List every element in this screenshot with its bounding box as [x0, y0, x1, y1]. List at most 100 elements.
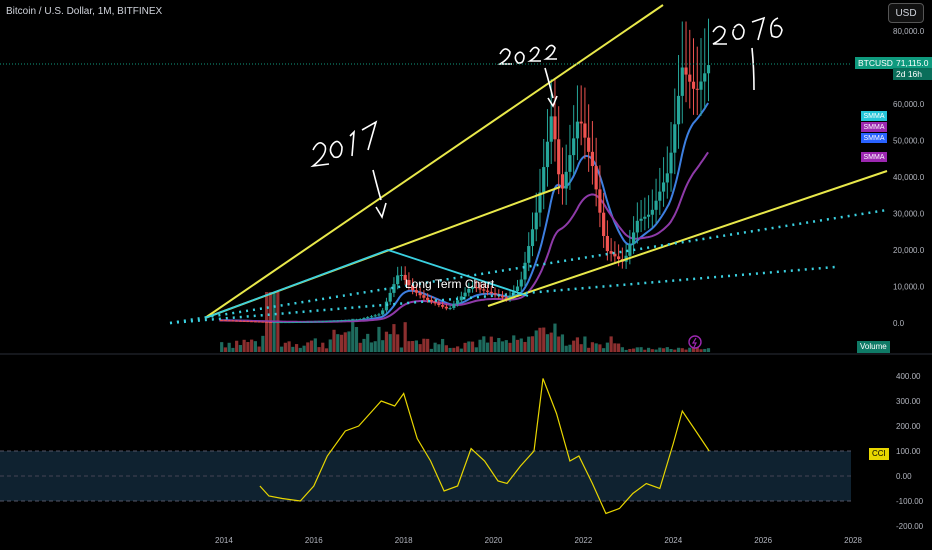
- price-tick-label: 80,000.0: [893, 27, 925, 36]
- candle-body: [557, 139, 561, 175]
- volume-bar: [579, 344, 583, 352]
- volume-bar: [366, 333, 370, 352]
- volume-bar: [347, 331, 351, 352]
- volume-bar: [549, 332, 553, 352]
- volume-bar: [575, 337, 580, 352]
- candle-body: [429, 299, 433, 302]
- volume-bar: [291, 346, 295, 352]
- volume-bar: [613, 343, 617, 352]
- candle-body: [568, 155, 572, 172]
- cci-line: [259, 378, 710, 515]
- candle-body: [250, 321, 254, 323]
- volume-bar: [324, 348, 329, 352]
- volume-bar: [538, 327, 542, 352]
- cci-band: [0, 450, 851, 502]
- trendline-drawings: [169, 4, 888, 325]
- candle-body: [530, 229, 535, 247]
- candle-body: [605, 236, 609, 252]
- volume-bar: [220, 342, 224, 352]
- volume-bar: [321, 342, 325, 352]
- candle-body: [276, 322, 280, 324]
- lightning-icon: [688, 335, 702, 349]
- volume-bar: [437, 344, 441, 352]
- volume-bar: [661, 348, 666, 352]
- volume-bar: [358, 342, 362, 352]
- candle-body: [515, 286, 520, 292]
- candle-body: [347, 319, 351, 321]
- volume-bar: [302, 345, 306, 352]
- volume-bar: [646, 347, 651, 352]
- volume-bar: [261, 335, 265, 352]
- candle-body: [358, 318, 362, 320]
- volume-bar: [429, 348, 433, 352]
- candle-body: [306, 321, 310, 323]
- candle-body: [493, 293, 497, 295]
- candle-body: [381, 310, 385, 315]
- volume-bar: [294, 344, 299, 352]
- candle-body: [253, 321, 257, 323]
- candle-body: [508, 295, 512, 299]
- handwritten-arrow-2026: [751, 47, 755, 91]
- candle-body: [324, 321, 329, 323]
- volume-bar: [306, 342, 310, 352]
- volume-bar: [459, 348, 463, 352]
- candle-body: [572, 138, 576, 156]
- volume-bar: [253, 341, 257, 352]
- candle-body: [617, 256, 621, 260]
- candle-body: [676, 95, 681, 125]
- cci-tick-label: 300.00: [896, 397, 921, 406]
- symbol-tag: BTCUSD: [855, 57, 896, 69]
- volume-bar: [444, 345, 448, 352]
- volume-bar: [279, 346, 284, 352]
- currency-button[interactable]: USD: [888, 3, 924, 23]
- volume-tag[interactable]: Volume: [857, 341, 890, 353]
- candle-body: [669, 152, 673, 174]
- volume-bar: [414, 340, 419, 352]
- countdown-tag: 2d 16h: [893, 68, 932, 80]
- candle-body: [261, 321, 265, 323]
- candle-body: [426, 297, 430, 300]
- candle-body: [441, 305, 445, 307]
- candle-body: [639, 218, 643, 221]
- candle-body: [238, 320, 243, 322]
- volume-bar: [688, 347, 692, 352]
- candle-body: [489, 291, 493, 294]
- volume-bar: [553, 323, 557, 352]
- candle-body: [691, 81, 696, 89]
- volume-bar: [650, 349, 654, 352]
- volume-bar: [381, 340, 385, 352]
- smma-tag-3[interactable]: SMMA: [861, 133, 887, 143]
- price-tick-label: 40,000.0: [893, 173, 925, 182]
- long-term-chart-label: Long Term Chart: [405, 277, 495, 291]
- smma-tag-2[interactable]: SMMA: [861, 122, 887, 132]
- x-tick-label: 2020: [485, 536, 503, 545]
- volume-bar: [512, 335, 516, 352]
- candle-body: [265, 321, 269, 323]
- candle-body: [504, 297, 508, 299]
- candle-body: [553, 116, 557, 140]
- volume-bar: [515, 339, 520, 352]
- candle-body: [485, 290, 490, 292]
- volume-bar: [530, 336, 535, 352]
- candle-body: [583, 123, 587, 138]
- candle-body: [332, 320, 336, 322]
- candle-body: [512, 291, 516, 296]
- cci-tag[interactable]: CCI: [869, 448, 889, 460]
- candle-body: [411, 285, 415, 291]
- volume-bar: [351, 318, 355, 352]
- volume-bar: [455, 346, 460, 352]
- volume-bar: [695, 347, 699, 352]
- smma-tag-4[interactable]: SMMA: [861, 152, 887, 162]
- volume-bar: [489, 336, 493, 352]
- volume-bar: [298, 347, 302, 352]
- candle-body: [545, 141, 550, 168]
- volume-bar: [287, 341, 291, 352]
- smma-tag-1[interactable]: SMMA: [861, 111, 887, 121]
- volume-bar: [590, 342, 595, 352]
- volume-bar: [658, 347, 662, 352]
- candle-body: [354, 319, 359, 321]
- candle-body: [235, 320, 239, 322]
- candle-body: [579, 121, 583, 124]
- volume-bar: [669, 348, 673, 352]
